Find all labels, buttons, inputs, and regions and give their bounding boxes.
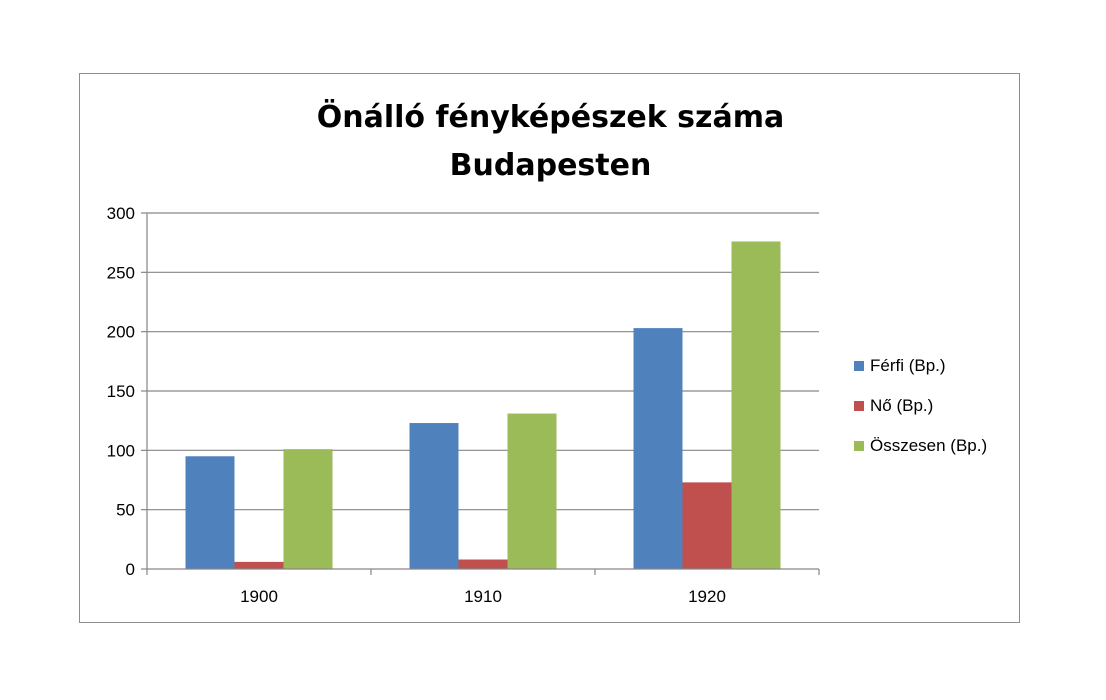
- bar-n-bp--1920: [682, 482, 732, 569]
- gridlines: [147, 212, 819, 511]
- legend-item: Összesen (Bp.): [854, 434, 987, 458]
- bar-n-bp--1900: [234, 561, 284, 569]
- bar-f-rfi-bp--1920: [633, 328, 683, 569]
- legend-swatch: [854, 441, 864, 451]
- y-tick-label-250: 250: [107, 263, 135, 282]
- legend-swatch: [854, 361, 864, 371]
- x-tick-label-1920: 1920: [688, 587, 726, 606]
- chart-title-line-1: Önálló fényképészek száma: [316, 100, 785, 135]
- legend-label: Összesen (Bp.): [870, 436, 988, 455]
- y-tick-label-300: 300: [107, 204, 135, 223]
- y-tick-label-0: 0: [126, 560, 135, 579]
- chart-title: Önálló fényképészek száma Budapesten: [80, 94, 1021, 190]
- chart-frame: Önálló fényképészek száma Budapesten 0 50…: [79, 73, 1020, 623]
- legend-label: Férfi (Bp.): [870, 356, 946, 375]
- bars: [185, 241, 781, 570]
- bar--sszesen-bp--1910: [507, 413, 557, 569]
- y-tick-label-200: 200: [107, 323, 135, 342]
- bar-f-rfi-bp--1900: [185, 456, 235, 569]
- legend: Férfi (Bp.) Nő (Bp.) Összesen (Bp.): [854, 354, 987, 474]
- bar-f-rfi-bp--1910: [409, 423, 459, 569]
- bar--sszesen-bp--1900: [283, 449, 333, 569]
- x-tick-label-1900: 1900: [240, 587, 278, 606]
- bar--sszesen-bp--1920: [731, 241, 781, 570]
- plot-area: 0 50 100 150 200 250 300 1900 1910 1920: [107, 204, 820, 606]
- legend-item: Nő (Bp.): [854, 394, 987, 418]
- x-tick-label-1910: 1910: [464, 587, 502, 606]
- chart-title-line-2: Budapesten: [449, 148, 652, 183]
- y-tick-label-50: 50: [116, 501, 135, 520]
- axes: [141, 212, 820, 575]
- tick-labels: 0 50 100 150 200 250 300 1900 1910 1920: [107, 204, 726, 606]
- y-tick-label-150: 150: [107, 382, 135, 401]
- y-tick-label-100: 100: [107, 441, 135, 460]
- bar-n-bp--1910: [458, 559, 508, 569]
- legend-item: Férfi (Bp.): [854, 354, 987, 378]
- legend-swatch: [854, 401, 864, 411]
- legend-label: Nő (Bp.): [870, 396, 934, 415]
